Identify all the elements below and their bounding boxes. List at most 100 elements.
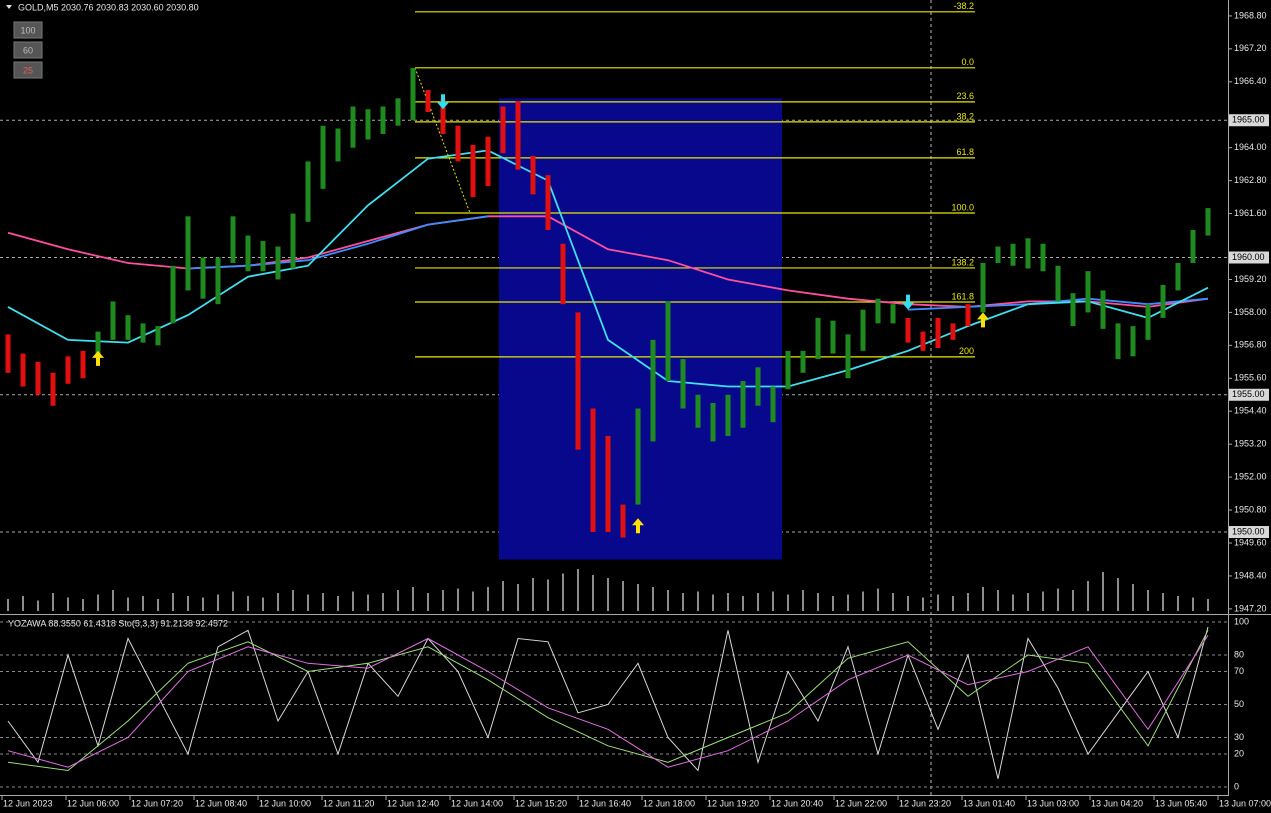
price-bar [185,216,191,291]
fib-label: 61.8 [956,147,974,157]
price-bar [605,435,611,533]
zoom-button[interactable] [13,41,43,59]
price-bar [1175,262,1181,291]
osc-tick-label: 50 [1234,699,1244,709]
price-bar [1115,323,1121,360]
oscillator-title: YOZAWA 88.3550 61.4318 Sto(5,3,3) 91.213… [8,618,228,628]
price-bar [170,265,176,324]
x-tick-label: 12 Jun 12:40 [387,798,439,808]
zoom-button[interactable] [13,61,43,79]
price-bar [440,98,446,134]
y-tick-label: 1962.80 [1234,175,1267,185]
moving-average [187,215,1209,311]
fib-trend-line [414,67,471,214]
price-bar [290,213,296,269]
y-tick-label: 1961.60 [1234,208,1267,218]
price-bar [5,334,11,373]
price-bar [1070,293,1076,327]
price-bar [1100,290,1106,329]
y-tick-label: 1950.80 [1234,504,1267,514]
y-tick-label: 1966.40 [1234,76,1267,86]
price-bar [1160,284,1166,318]
price-label: 1955.00 [1232,389,1265,399]
price-bar [320,125,326,189]
price-bar [905,317,911,343]
price-bar [410,68,416,121]
x-tick-label: 12 Jun 20:40 [771,798,823,808]
price-bar [665,301,671,382]
y-tick-label: 1964.00 [1234,142,1267,152]
y-tick-label: 1959.20 [1234,274,1267,284]
price-bar [200,257,206,299]
x-tick-label: 12 Jun 15:20 [515,798,567,808]
price-bar [560,243,566,305]
buttons: 100 60 25 [13,21,43,79]
price-bar [50,372,56,406]
y-tick-label: 1968.80 [1234,10,1267,20]
price-bar [725,394,731,436]
osc-tick-label: 70 [1234,666,1244,676]
osc-tick-label: 100 [1234,616,1249,626]
price-bar [1025,238,1031,269]
dropdown-icon[interactable] [6,5,12,9]
price-bar [1055,265,1061,302]
price-bar [635,408,641,505]
x-tick-label: 12 Jun 2023 [3,798,53,808]
y-tick-label: 1967.20 [1234,43,1267,53]
price-bar [785,350,791,390]
price-bar [695,394,701,428]
signal-arrow [902,294,914,310]
zoom-button-label[interactable]: 60 [23,45,33,55]
price-bar [1130,326,1136,357]
x-tick-label: 13 Jun 01:40 [963,798,1015,808]
y-tick-label: 1956.80 [1234,340,1267,350]
zoom-button-label[interactable]: 100 [20,25,35,35]
price-bar [425,90,431,113]
price-bar [110,301,116,340]
price-bar [530,155,536,195]
zoom-button-label[interactable]: 25 [23,65,33,75]
price-label-box [1229,526,1269,539]
price-bar [845,334,851,379]
price-bar [305,161,311,222]
price-bar [890,304,896,324]
x-tick-label: 12 Jun 14:00 [451,798,503,808]
price-bar [650,339,656,442]
fib-label: 161.8 [951,291,974,301]
zoom-button[interactable] [13,21,43,39]
price-bar [65,356,71,384]
x-tick-label: 13 Jun 04:20 [1091,798,1143,808]
moving-average [7,149,1209,388]
price-bar [515,101,521,170]
x-tick-label: 13 Jun 03:00 [1027,798,1079,808]
x-tick-label: 12 Jun 18:00 [643,798,695,808]
price-bar [260,241,266,272]
y-tick-label: 1952.00 [1234,471,1267,481]
y-tick-label: 1948.40 [1234,570,1267,580]
price-bar [875,298,881,324]
x-tick-label: 12 Jun 19:20 [707,798,759,808]
price-bar [575,312,581,450]
price-bar [1145,304,1151,340]
price-label-box [1229,251,1269,264]
signal-arrow [437,94,449,110]
price-bar [920,331,926,351]
price-label: 1960.00 [1232,252,1265,262]
fib-label: 100.0 [951,202,974,212]
price-bar [500,106,506,154]
oscillator-line [7,630,1209,772]
price-bar [950,323,956,340]
x-tick-label: 13 Jun 07:00 [1219,798,1271,808]
price-bar [20,353,26,387]
price-bar [980,262,986,313]
price-bar [935,317,941,349]
price-bar [275,246,281,280]
price-bar [485,136,491,187]
x-tick-label: 12 Jun 06:00 [67,798,119,808]
osc-tick-label: 0 [1234,781,1239,791]
price-bar [35,361,41,395]
signal-arrow [92,350,104,366]
oscillator-panel: YOZAWA 88.3550 61.4318 Sto(5,3,3) 91.213… [0,616,1249,791]
price-bar [155,326,161,346]
